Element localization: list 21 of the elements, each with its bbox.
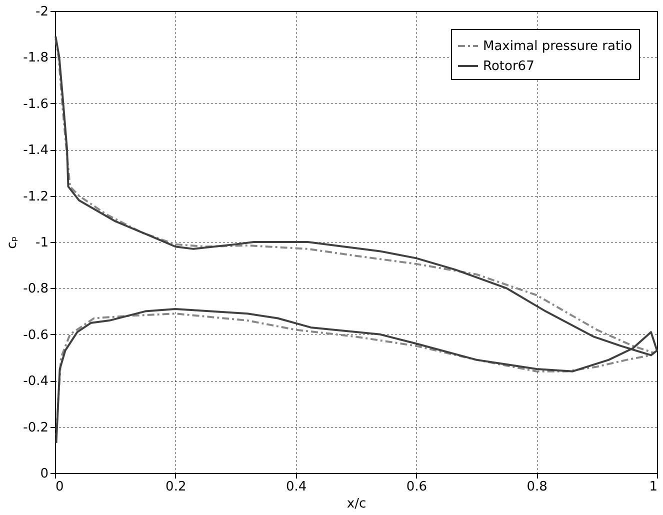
y-tick-label: -1.4 — [23, 143, 48, 158]
y-tick-label: 0 — [40, 466, 48, 482]
x-tick-label: 0.6 — [406, 480, 428, 494]
y-axis-title: cₚ — [5, 236, 20, 249]
y-tick-label: -0.2 — [23, 420, 48, 436]
x-tick-label: 0.2 — [166, 480, 186, 494]
x-tick-label: 0.8 — [526, 480, 548, 494]
x-tick-label: 0.4 — [286, 480, 307, 494]
x-axis-title: x/c — [346, 496, 366, 512]
legend-label: Maximal pressure ratio — [483, 39, 632, 54]
legend-label: Rotor67 — [483, 59, 534, 74]
y-tick-label: -0.4 — [23, 374, 48, 390]
y-tick-label: -1.6 — [23, 96, 48, 112]
x-tick-label: 0 — [56, 480, 64, 494]
y-tick-label: -1.2 — [23, 189, 48, 204]
x-tick-label: 1 — [649, 480, 658, 494]
y-tick-label: -2 — [36, 4, 48, 20]
y-tick-label: -1 — [36, 236, 48, 250]
y-tick-label: -0.8 — [23, 282, 48, 297]
y-tick-label: -0.6 — [23, 328, 48, 343]
y-tick-label: -1.8 — [23, 50, 48, 66]
